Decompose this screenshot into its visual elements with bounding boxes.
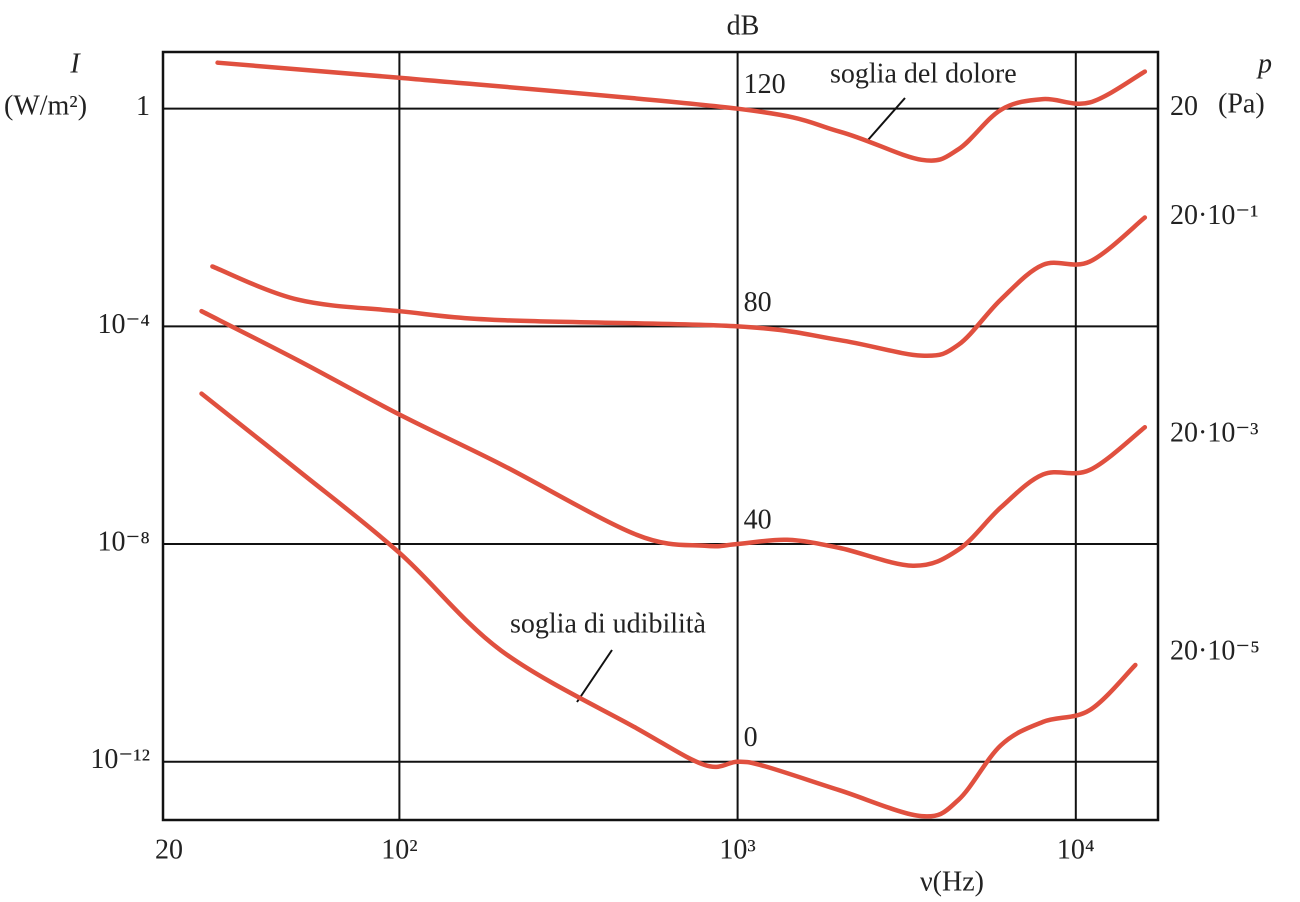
curve-label: 0	[744, 722, 758, 753]
top-axis-label: dB	[727, 10, 760, 41]
y-axis-unit: (W/m²)	[4, 90, 87, 121]
x-tick-label: 10³	[719, 834, 755, 865]
y-tick-label: 1	[136, 91, 150, 122]
annotation-leader	[867, 97, 906, 141]
y2-axis-symbol: p	[1256, 48, 1272, 79]
y-tick-label: 10⁻⁸	[97, 526, 150, 557]
x-axis-label: ν(Hz)	[920, 866, 984, 897]
curve	[210, 215, 1148, 359]
y-tick-label: 10⁻¹²	[90, 744, 150, 775]
y-axis-symbol: I	[69, 48, 81, 79]
y2-tick-label: 20·10⁻³	[1170, 418, 1259, 449]
y2-tick-label: 20·10⁻¹	[1170, 200, 1259, 231]
x-tick-label: 20	[155, 834, 183, 865]
annotation-leader	[576, 649, 613, 703]
curve	[215, 60, 1148, 163]
x-tick-label: 10²	[381, 834, 417, 865]
curve	[199, 308, 1148, 568]
y2-tick-label: 20	[1170, 91, 1198, 122]
curve-label: 120	[744, 69, 786, 100]
curve-label: 80	[744, 287, 772, 318]
annotation: soglia di udibilità	[510, 608, 707, 639]
y2-axis-unit: (Pa)	[1218, 88, 1265, 119]
annotation: soglia del dolore	[830, 58, 1017, 89]
x-tick-label: 10⁴	[1057, 834, 1095, 865]
y2-tick-label: 20·10⁻⁵	[1170, 635, 1260, 666]
curve	[199, 391, 1138, 819]
y-tick-label: 10⁻⁴	[97, 309, 150, 340]
curve-label: 40	[744, 504, 772, 535]
plot-frame	[161, 50, 1160, 822]
